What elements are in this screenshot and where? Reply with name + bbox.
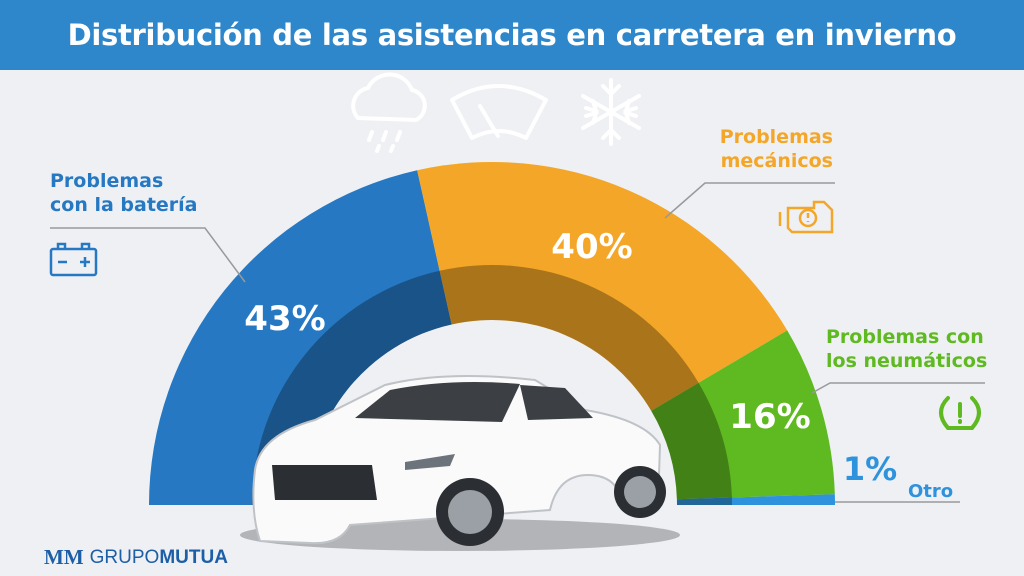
slice-shade-mechanical xyxy=(439,265,699,411)
slice-other xyxy=(676,494,835,505)
label-line: los neumáticos xyxy=(826,350,988,372)
leader-line-mechanical xyxy=(664,182,835,219)
tire-pressure-icon xyxy=(939,396,981,430)
label-other: Otro xyxy=(908,481,954,502)
battery-icon xyxy=(49,242,98,277)
snowflake-icon xyxy=(581,78,641,146)
label-line: Problemas xyxy=(719,126,833,148)
logo-text: GRUPO xyxy=(89,546,160,568)
slice-shade-tires xyxy=(651,382,732,500)
windshield-wiper-icon xyxy=(450,84,548,140)
label-line: Problemas xyxy=(50,170,164,192)
leader-line-tires xyxy=(811,382,985,394)
label-battery: Problemas con la batería xyxy=(50,169,198,217)
title-bar: Distribución de las asistencias en carre… xyxy=(0,0,1024,70)
label-line: mecánicos xyxy=(720,150,833,172)
slice-tires xyxy=(651,330,835,500)
grupo-mutua-logo: MM GRUPOMUTUA xyxy=(44,545,228,570)
label-tires: Problemas con los neumáticos xyxy=(826,325,987,373)
value-label-mechanical: 40% xyxy=(551,227,632,267)
car-image xyxy=(240,375,680,551)
slice-battery xyxy=(149,170,452,505)
chart-title: Distribución de las asistencias en carre… xyxy=(67,18,957,52)
label-line: Problemas con xyxy=(826,326,984,348)
logo-text-bold: MUTUA xyxy=(159,546,228,568)
value-label-other: 1% xyxy=(843,450,897,488)
value-label-battery: 43% xyxy=(244,299,325,339)
rain-cloud-icon xyxy=(351,72,427,153)
slice-shade-other xyxy=(676,497,732,505)
engine-warning-icon xyxy=(778,200,834,234)
label-mechanical: Problemas mecánicos xyxy=(718,125,833,173)
value-label-tires: 16% xyxy=(729,397,810,437)
label-line: con la batería xyxy=(50,194,198,216)
slice-mechanical xyxy=(417,161,788,411)
leader-line-battery xyxy=(50,227,246,283)
logo-mark: MM xyxy=(44,545,84,569)
